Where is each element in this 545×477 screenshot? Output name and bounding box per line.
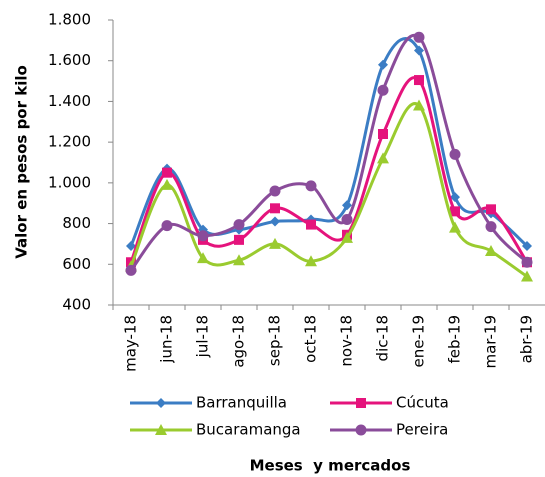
- marker: [305, 180, 317, 192]
- marker: [521, 270, 533, 282]
- series-line: [129, 102, 528, 278]
- marker: [269, 185, 281, 197]
- x-tick-label: ago-18: [230, 315, 248, 368]
- marker: [449, 148, 461, 160]
- x-axis-title: Meses y mercados: [250, 457, 411, 475]
- marker: [414, 45, 424, 56]
- marker: [450, 206, 460, 217]
- legend-marker: [355, 424, 367, 436]
- legend-label: Barranquilla: [196, 394, 287, 412]
- marker: [305, 255, 317, 267]
- legend-marker: [155, 424, 167, 435]
- y-tick-label: 800: [62, 214, 91, 232]
- marker: [234, 234, 244, 245]
- marker: [126, 240, 136, 251]
- marker: [413, 99, 425, 111]
- x-tick-label: ene-19: [410, 315, 428, 367]
- x-tick-label: mar-19: [482, 315, 500, 369]
- y-tick-label: 1.400: [48, 92, 91, 110]
- x-tick-label: jul-18: [194, 315, 212, 358]
- marker: [414, 75, 424, 86]
- marker: [522, 240, 532, 251]
- marker: [485, 245, 497, 257]
- legend-label: Pereira: [396, 421, 448, 439]
- marker: [341, 231, 353, 243]
- marker: [197, 252, 209, 264]
- marker: [378, 59, 388, 70]
- y-tick-label: 1.600: [48, 51, 91, 69]
- y-axis-title: Valor en pesos por kilo: [13, 65, 31, 259]
- marker: [270, 216, 280, 227]
- marker: [486, 204, 496, 215]
- x-tick-label: nov-18: [338, 315, 356, 367]
- marker: [162, 167, 172, 178]
- legend-marker: [156, 398, 166, 408]
- marker: [341, 214, 353, 225]
- x-tick-label: feb-19: [446, 315, 464, 364]
- marker: [377, 84, 389, 96]
- marker: [233, 219, 245, 231]
- marker: [449, 221, 461, 233]
- marker: [125, 264, 137, 276]
- x-tick-label: may-18: [122, 315, 140, 372]
- marker: [197, 230, 209, 242]
- legend-label: Bucaramanga: [196, 421, 301, 439]
- marker: [233, 254, 245, 266]
- legend-marker: [356, 398, 366, 408]
- y-tick-label: 600: [62, 255, 91, 273]
- marker: [161, 220, 173, 232]
- marker: [521, 256, 533, 268]
- marker: [342, 200, 352, 211]
- marker: [378, 129, 388, 139]
- y-tick-label: 1.000: [48, 173, 91, 191]
- marker: [485, 221, 497, 233]
- marker: [450, 192, 460, 203]
- marker: [377, 152, 389, 164]
- marker: [161, 178, 173, 190]
- y-tick-label: 400: [62, 296, 91, 314]
- x-tick-label: jun-18: [158, 315, 176, 364]
- marker: [306, 219, 316, 230]
- marker: [270, 203, 280, 214]
- x-tick-label: sep-18: [266, 315, 284, 366]
- legend-label: Cúcuta: [396, 394, 449, 412]
- x-tick-label: abr-19: [518, 315, 536, 363]
- x-tick-label: oct-18: [302, 315, 320, 363]
- y-tick-label: 1.200: [48, 133, 91, 151]
- marker: [269, 237, 281, 249]
- y-tick-label: 1.800: [48, 11, 91, 29]
- marker: [413, 31, 425, 43]
- x-tick-label: dic-18: [374, 315, 392, 361]
